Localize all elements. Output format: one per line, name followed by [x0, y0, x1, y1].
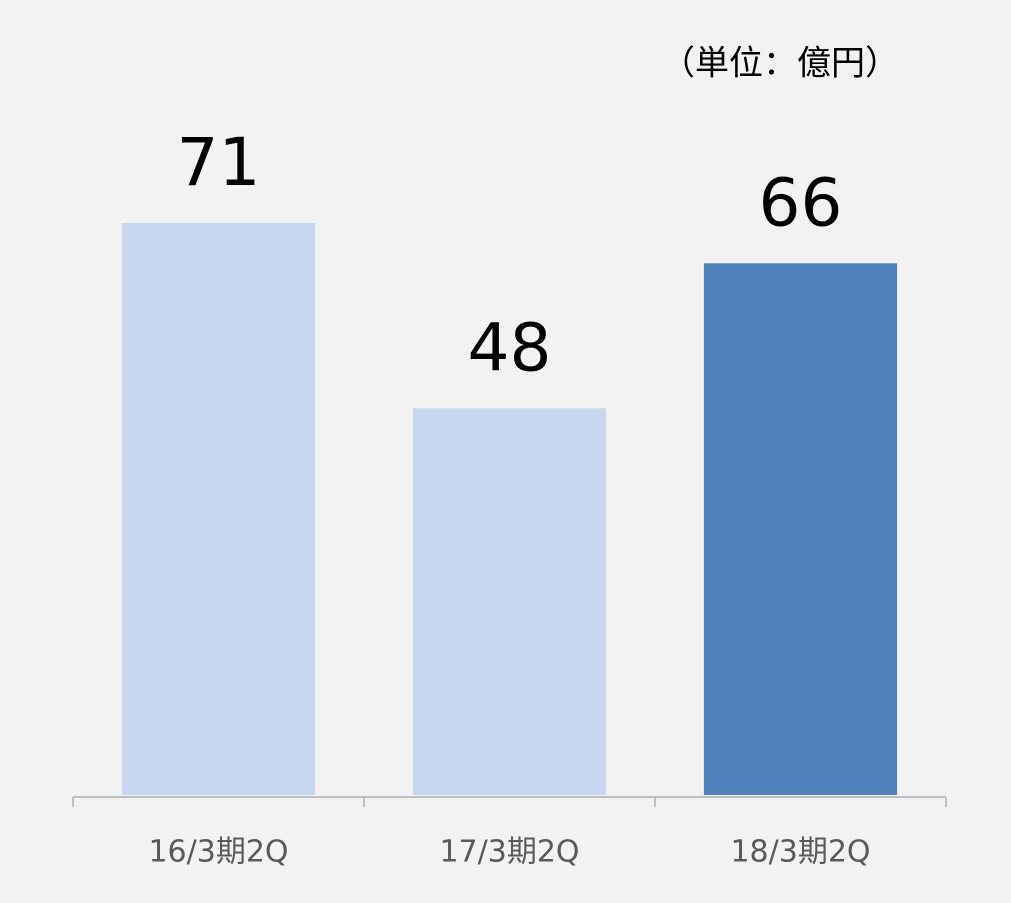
value-label: 71 [177, 124, 261, 201]
bar [412, 408, 607, 795]
x-tick-label: 17/3期2Q [439, 835, 579, 870]
x-tick-label: 18/3期2Q [730, 835, 870, 870]
value-label: 66 [759, 164, 843, 241]
bar [121, 223, 316, 796]
unit-label: （単位：億円） [661, 44, 899, 84]
x-tick-label: 16/3期2Q [148, 835, 288, 870]
bar [703, 263, 898, 796]
value-label: 48 [468, 309, 552, 386]
